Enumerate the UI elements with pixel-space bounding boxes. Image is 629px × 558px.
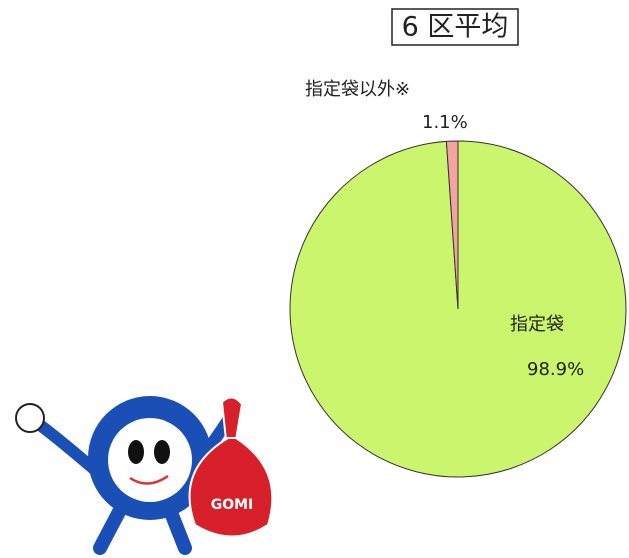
chart: 6 区平均 GOMI 指定袋 98.9% 指定袋以外※ 1.1% xyxy=(0,0,629,558)
value-label: 1.1% xyxy=(422,112,468,133)
value-label: 98.9% xyxy=(527,359,584,380)
chart-title: 6 区平均 xyxy=(402,12,509,43)
mascot-face xyxy=(108,418,192,502)
mascot-arm xyxy=(40,425,95,470)
bag-label: GOMI xyxy=(211,497,254,513)
category-label: 指定袋 xyxy=(510,314,564,335)
mascot-eye xyxy=(154,440,170,464)
bag-knot xyxy=(222,397,242,440)
mascot-hand xyxy=(16,404,44,432)
pie xyxy=(290,141,626,477)
mascot-eye xyxy=(128,440,144,464)
mascot: GOMI xyxy=(16,396,272,548)
category-label: 指定袋以外※ xyxy=(305,79,410,100)
page: 6 区平均 GOMI 指定袋98.9%指定袋以外※1.1% (() => { c… xyxy=(0,0,629,558)
